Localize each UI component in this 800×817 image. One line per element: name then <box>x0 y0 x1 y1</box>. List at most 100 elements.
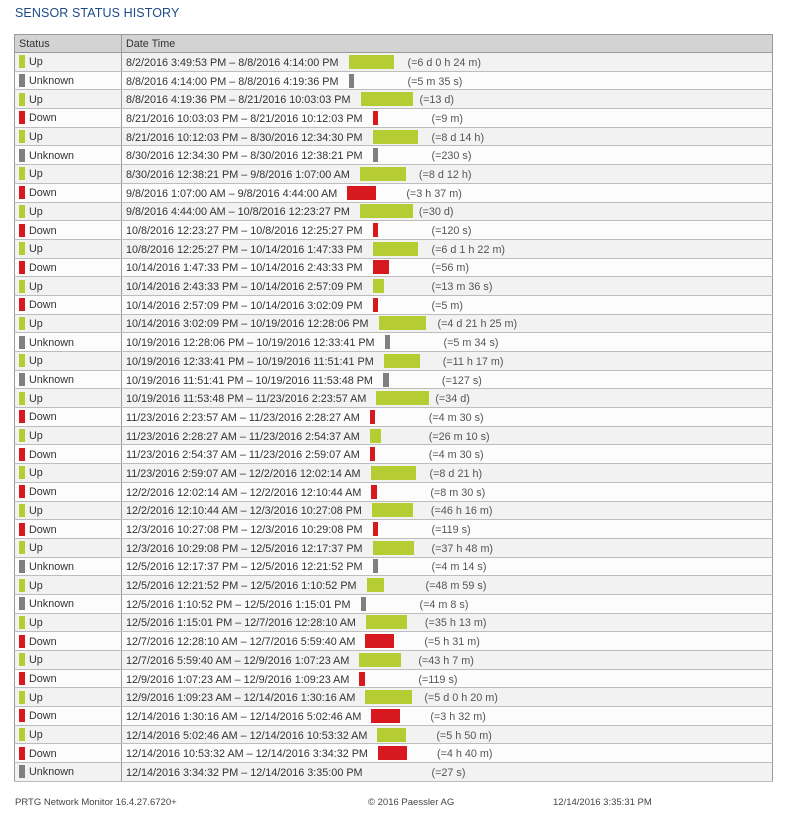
duration-bar <box>382 372 389 387</box>
table-row: Down 11/23/2016 2:54:37 AM – 11/23/2016 2… <box>14 444 773 465</box>
status-cell: Up <box>14 164 122 184</box>
date-range: 11/23/2016 2:28:27 AM – 11/23/2016 2:54:… <box>126 430 360 443</box>
duration-bar <box>383 353 420 368</box>
status-swatch-icon <box>19 260 25 274</box>
table-row: Up 10/8/2016 12:25:27 PM – 10/14/2016 1:4… <box>14 239 773 259</box>
table-row: Up 12/9/2016 1:09:23 AM – 12/14/2016 1:30… <box>14 687 773 708</box>
duration-bar-track <box>377 746 436 761</box>
date-time-cell: 12/5/2016 1:10:52 PM – 12/5/2016 1:15:01… <box>121 594 773 614</box>
status-label: Up <box>29 280 43 293</box>
date-range: 12/7/2016 12:28:10 AM – 12/7/2016 5:59:4… <box>126 636 356 649</box>
date-range: 10/14/2016 2:43:33 PM – 10/14/2016 2:57:… <box>126 281 363 294</box>
date-range: 12/14/2016 3:34:32 PM – 12/14/2016 3:35:… <box>126 766 363 779</box>
duration-text: (=5 h 50 m) <box>436 729 492 742</box>
duration-bar <box>359 671 365 686</box>
date-time-cell: 10/19/2016 11:53:48 PM – 11/23/2016 2:23… <box>121 388 773 409</box>
duration-bar <box>369 409 375 424</box>
date-range: 8/21/2016 10:12:03 PM – 8/30/2016 12:34:… <box>126 131 363 144</box>
duration-bar-track <box>372 129 431 144</box>
status-cell: Up <box>14 687 122 708</box>
duration-text: (=13 d) <box>419 94 455 107</box>
date-range: 12/5/2016 12:17:37 PM – 12/5/2016 12:21:… <box>126 561 363 574</box>
table-row: Down 12/9/2016 1:07:23 AM – 12/9/2016 1:0… <box>14 669 773 689</box>
duration-bar-track <box>371 484 429 499</box>
status-label: Up <box>29 205 43 218</box>
status-label: Unknown <box>29 766 75 779</box>
status-label: Up <box>29 654 43 667</box>
duration-bar-track <box>369 409 428 424</box>
table-row: Up 10/19/2016 12:33:41 PM – 10/19/2016 11… <box>14 351 773 371</box>
date-range: 11/23/2016 2:23:57 AM – 11/23/2016 2:28:… <box>126 411 360 424</box>
status-swatch-icon <box>19 746 25 760</box>
status-label: Up <box>29 691 43 704</box>
status-cell: Down <box>14 183 122 203</box>
table-row: Unknown 10/19/2016 11:51:41 PM – 10/19/20… <box>14 370 773 390</box>
date-time-cell: 9/8/2016 4:44:00 AM – 10/8/2016 12:23:27… <box>121 202 773 222</box>
date-time-cell: 11/23/2016 2:54:37 AM – 11/23/2016 2:59:… <box>121 444 773 465</box>
duration-bar-track <box>372 540 431 555</box>
duration-bar-track <box>382 372 441 387</box>
column-header-date-time[interactable]: Date Time <box>121 34 773 53</box>
date-time-cell: 12/9/2016 1:09:23 AM – 12/14/2016 1:30:1… <box>121 687 773 708</box>
status-label: Unknown <box>29 75 75 88</box>
status-cell: Down <box>14 743 122 764</box>
table-row: Up 8/21/2016 10:12:03 PM – 8/30/2016 12:3… <box>14 127 773 147</box>
status-cell: Unknown <box>14 71 122 91</box>
duration-bar <box>359 166 406 181</box>
duration-text: (=48 m 59 s) <box>425 580 487 593</box>
duration-text: (=8 d 21 h) <box>429 467 483 480</box>
status-label: Unknown <box>29 374 75 387</box>
duration-bar <box>378 316 426 331</box>
duration-bar <box>372 559 378 574</box>
duration-bar-track <box>372 260 431 275</box>
duration-bar <box>377 746 407 761</box>
date-range: 12/3/2016 10:27:08 PM – 12/3/2016 10:29:… <box>126 524 363 537</box>
date-time-cell: 10/14/2016 2:43:33 PM – 10/14/2016 2:57:… <box>121 276 773 296</box>
status-swatch-icon <box>19 578 25 592</box>
duration-bar <box>384 335 391 350</box>
column-header-status[interactable]: Status <box>14 34 122 53</box>
status-cell: Up <box>14 463 122 483</box>
status-swatch-icon <box>19 204 25 218</box>
table-row: Unknown 8/8/2016 4:14:00 PM – 8/8/2016 4:… <box>14 71 773 91</box>
status-label: Up <box>29 729 43 742</box>
status-label: Down <box>29 635 57 648</box>
date-time-cell: 11/23/2016 2:59:07 AM – 12/2/2016 12:02:… <box>121 463 773 483</box>
duration-bar-track <box>365 615 424 630</box>
date-time-cell: 10/19/2016 11:51:41 PM – 10/19/2016 11:5… <box>121 370 773 390</box>
date-range: 8/21/2016 10:03:03 PM – 8/21/2016 10:12:… <box>126 112 363 125</box>
status-swatch-icon <box>19 522 25 536</box>
duration-bar-track <box>366 578 425 593</box>
table-row: Unknown 8/30/2016 12:34:30 PM – 8/30/2016… <box>14 145 773 166</box>
status-swatch-icon <box>19 615 25 629</box>
duration-bar <box>371 503 414 518</box>
duration-bar <box>372 540 414 555</box>
status-swatch-icon <box>19 148 25 162</box>
status-swatch-icon <box>19 130 25 144</box>
status-cell: Down <box>14 706 122 726</box>
status-cell: Up <box>14 351 122 371</box>
status-swatch-icon <box>19 765 25 779</box>
duration-text: (=5 m 34 s) <box>443 337 499 350</box>
date-range: 12/9/2016 1:09:23 AM – 12/14/2016 1:30:1… <box>126 692 356 705</box>
duration-bar <box>372 279 385 294</box>
status-swatch-icon <box>19 242 25 256</box>
table-row: Up 12/7/2016 5:59:40 AM – 12/9/2016 1:07:… <box>14 650 773 670</box>
date-range: 10/19/2016 12:28:06 PM – 10/19/2016 12:3… <box>126 337 375 350</box>
page-title: SENSOR STATUS HISTORY <box>15 6 180 20</box>
duration-bar-track <box>384 335 443 350</box>
status-label: Up <box>29 542 43 555</box>
duration-text: (=119 s) <box>418 673 458 686</box>
duration-text: (=4 m 30 s) <box>428 411 484 424</box>
date-time-cell: 8/2/2016 3:49:53 PM – 8/8/2016 4:14:00 P… <box>121 52 773 72</box>
duration-text: (=6 d 0 h 24 m) <box>407 56 482 69</box>
table-row: Down 12/3/2016 10:27:08 PM – 12/3/2016 10… <box>14 519 773 539</box>
table-row: Up 8/30/2016 12:38:21 PM – 9/8/2016 1:07:… <box>14 164 773 184</box>
duration-text: (=230 s) <box>431 150 472 163</box>
date-time-cell: 12/14/2016 3:34:32 PM – 12/14/2016 3:35:… <box>121 762 773 782</box>
duration-text: (=8 d 14 h) <box>431 131 485 144</box>
date-range: 12/3/2016 10:29:08 PM – 12/5/2016 12:17:… <box>126 542 363 555</box>
date-range: 9/8/2016 4:44:00 AM – 10/8/2016 12:23:27… <box>126 206 350 219</box>
date-range: 8/30/2016 12:38:21 PM – 9/8/2016 1:07:00… <box>126 168 350 181</box>
date-range: 10/14/2016 2:57:09 PM – 10/14/2016 3:02:… <box>126 299 363 312</box>
